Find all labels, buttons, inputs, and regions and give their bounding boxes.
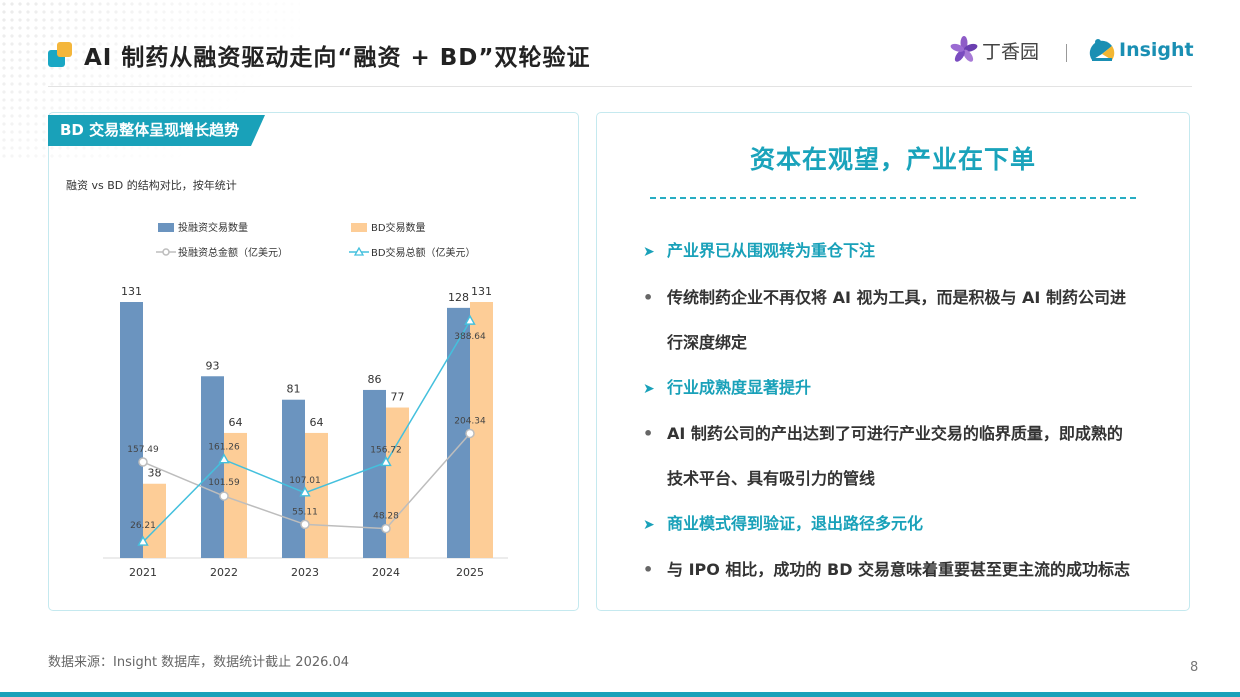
line-marker <box>299 486 311 497</box>
insight-logo: Insight <box>1088 36 1194 64</box>
legend-label: BD交易数量 <box>371 221 426 234</box>
footer-accent-bar <box>0 692 1240 697</box>
insight-point-4-continued: 技术平台、具有吸引力的管线 <box>667 469 876 488</box>
bar <box>363 389 386 558</box>
bar-value-label: 86 <box>368 373 382 386</box>
dot-bullet-icon: • <box>643 560 654 579</box>
legend-swatch <box>158 223 174 232</box>
line-value-label: 107.01 <box>289 476 321 486</box>
line-marker <box>219 491 229 501</box>
brand-separator <box>1066 44 1067 62</box>
line-marker <box>138 457 148 467</box>
page-title: AI 制药从融资驱动走向“融资 + BD”双轮验证 <box>84 45 591 71</box>
insight-point-5: ➤ 商业模式得到验证，退出路径多元化 <box>643 514 924 533</box>
line-value-label: 101.59 <box>208 478 240 488</box>
x-tick-label: 2024 <box>372 566 400 579</box>
line-marker <box>464 314 476 325</box>
x-tick-label: 2021 <box>129 566 157 579</box>
legend-label: 投融资交易数量 <box>178 221 248 234</box>
bar-value-label: 81 <box>287 383 301 396</box>
logo-mark <box>48 42 74 68</box>
insight-point-4: • AI 制药公司的产出达到了可进行产业交易的临界质量，即成熟的 <box>643 424 1123 443</box>
line-marker <box>300 519 310 530</box>
dot-bullet-icon: • <box>643 424 654 443</box>
bar <box>143 483 166 558</box>
dingxiangyuan-wordmark: 丁香园 <box>982 40 1040 63</box>
bar-value-label: 131 <box>471 285 492 298</box>
legend-marker <box>162 248 170 256</box>
legend-label: BD交易总额（亿美元） <box>371 246 476 259</box>
bar <box>201 376 224 558</box>
bar <box>120 302 143 558</box>
legend-swatch <box>351 223 367 232</box>
insight-point-6: • 与 IPO 相比，成功的 BD 交易意味着重要甚至更主流的成功标志 <box>643 560 1131 579</box>
arrow-bullet-icon: ➤ <box>643 381 655 397</box>
line-value-label: 157.49 <box>127 445 159 455</box>
x-tick-label: 2025 <box>456 566 484 579</box>
page-number: 8 <box>1190 660 1199 675</box>
insight-point-3: ➤ 行业成熟度显著提升 <box>643 378 812 397</box>
bar <box>224 432 247 558</box>
bar-value-label: 38 <box>148 467 162 480</box>
dot-bullet-icon: • <box>643 288 654 307</box>
dingxiangyuan-logo: 丁香园 <box>950 36 1039 64</box>
bar-value-label: 77 <box>391 391 405 404</box>
chart-subtitle: 融资 vs BD 的结构对比，按年统计 <box>66 179 237 192</box>
clove-flower-icon <box>950 36 978 62</box>
heading-dashed-divider <box>650 197 1136 199</box>
bar-value-label: 93 <box>206 359 220 372</box>
bar <box>447 307 470 558</box>
legend-label: 投融资总金额（亿美元） <box>178 246 288 259</box>
line-value-label: 55.11 <box>292 507 318 517</box>
insight-point-2-continued: 行深度绑定 <box>667 333 748 352</box>
insight-point-1: ➤ 产业界已从围观转为重仓下注 <box>643 241 876 260</box>
bar <box>470 302 493 558</box>
line-value-label: 26.21 <box>130 521 156 531</box>
header-divider <box>48 86 1192 87</box>
chart-card-tag: BD 交易整体呈现增长趋势 <box>48 115 266 146</box>
line-value-label: 388.64 <box>454 332 486 342</box>
arrow-bullet-icon: ➤ <box>643 244 655 260</box>
insight-heading: 资本在观望，产业在下单 <box>749 145 1036 174</box>
line-value-label: 156.72 <box>370 445 402 455</box>
data-source-note: 数据来源：Insight 数据库，数据统计截止 2026.04 <box>48 655 350 670</box>
arrow-bullet-icon: ➤ <box>643 517 655 533</box>
line-marker <box>465 428 475 439</box>
insight-point-2: • 传统制药企业不再仅将 AI 视为工具，而是积极与 AI 制药公司进 <box>643 288 1126 307</box>
x-tick-label: 2023 <box>291 566 319 579</box>
bar <box>305 432 328 558</box>
insight-card <box>596 112 1190 611</box>
line-value-label: 161.26 <box>208 443 240 453</box>
line-value-label: 48.28 <box>373 512 399 522</box>
insight-wordmark: Insight <box>1119 39 1194 61</box>
line-marker <box>381 523 391 534</box>
bar-value-label: 128 <box>448 291 469 304</box>
line-marker <box>380 456 392 467</box>
legend-marker <box>353 246 365 256</box>
chart-card <box>48 112 579 611</box>
x-tick-label: 2022 <box>210 566 238 579</box>
bar-value-label: 131 <box>121 285 142 298</box>
line-marker <box>218 453 230 464</box>
insight-mark-icon <box>1089 39 1115 61</box>
bar <box>386 407 409 558</box>
bar-value-label: 64 <box>310 416 324 429</box>
line-value-label: 204.34 <box>454 416 486 426</box>
bar-value-label: 64 <box>229 416 243 429</box>
line-marker <box>137 535 149 546</box>
